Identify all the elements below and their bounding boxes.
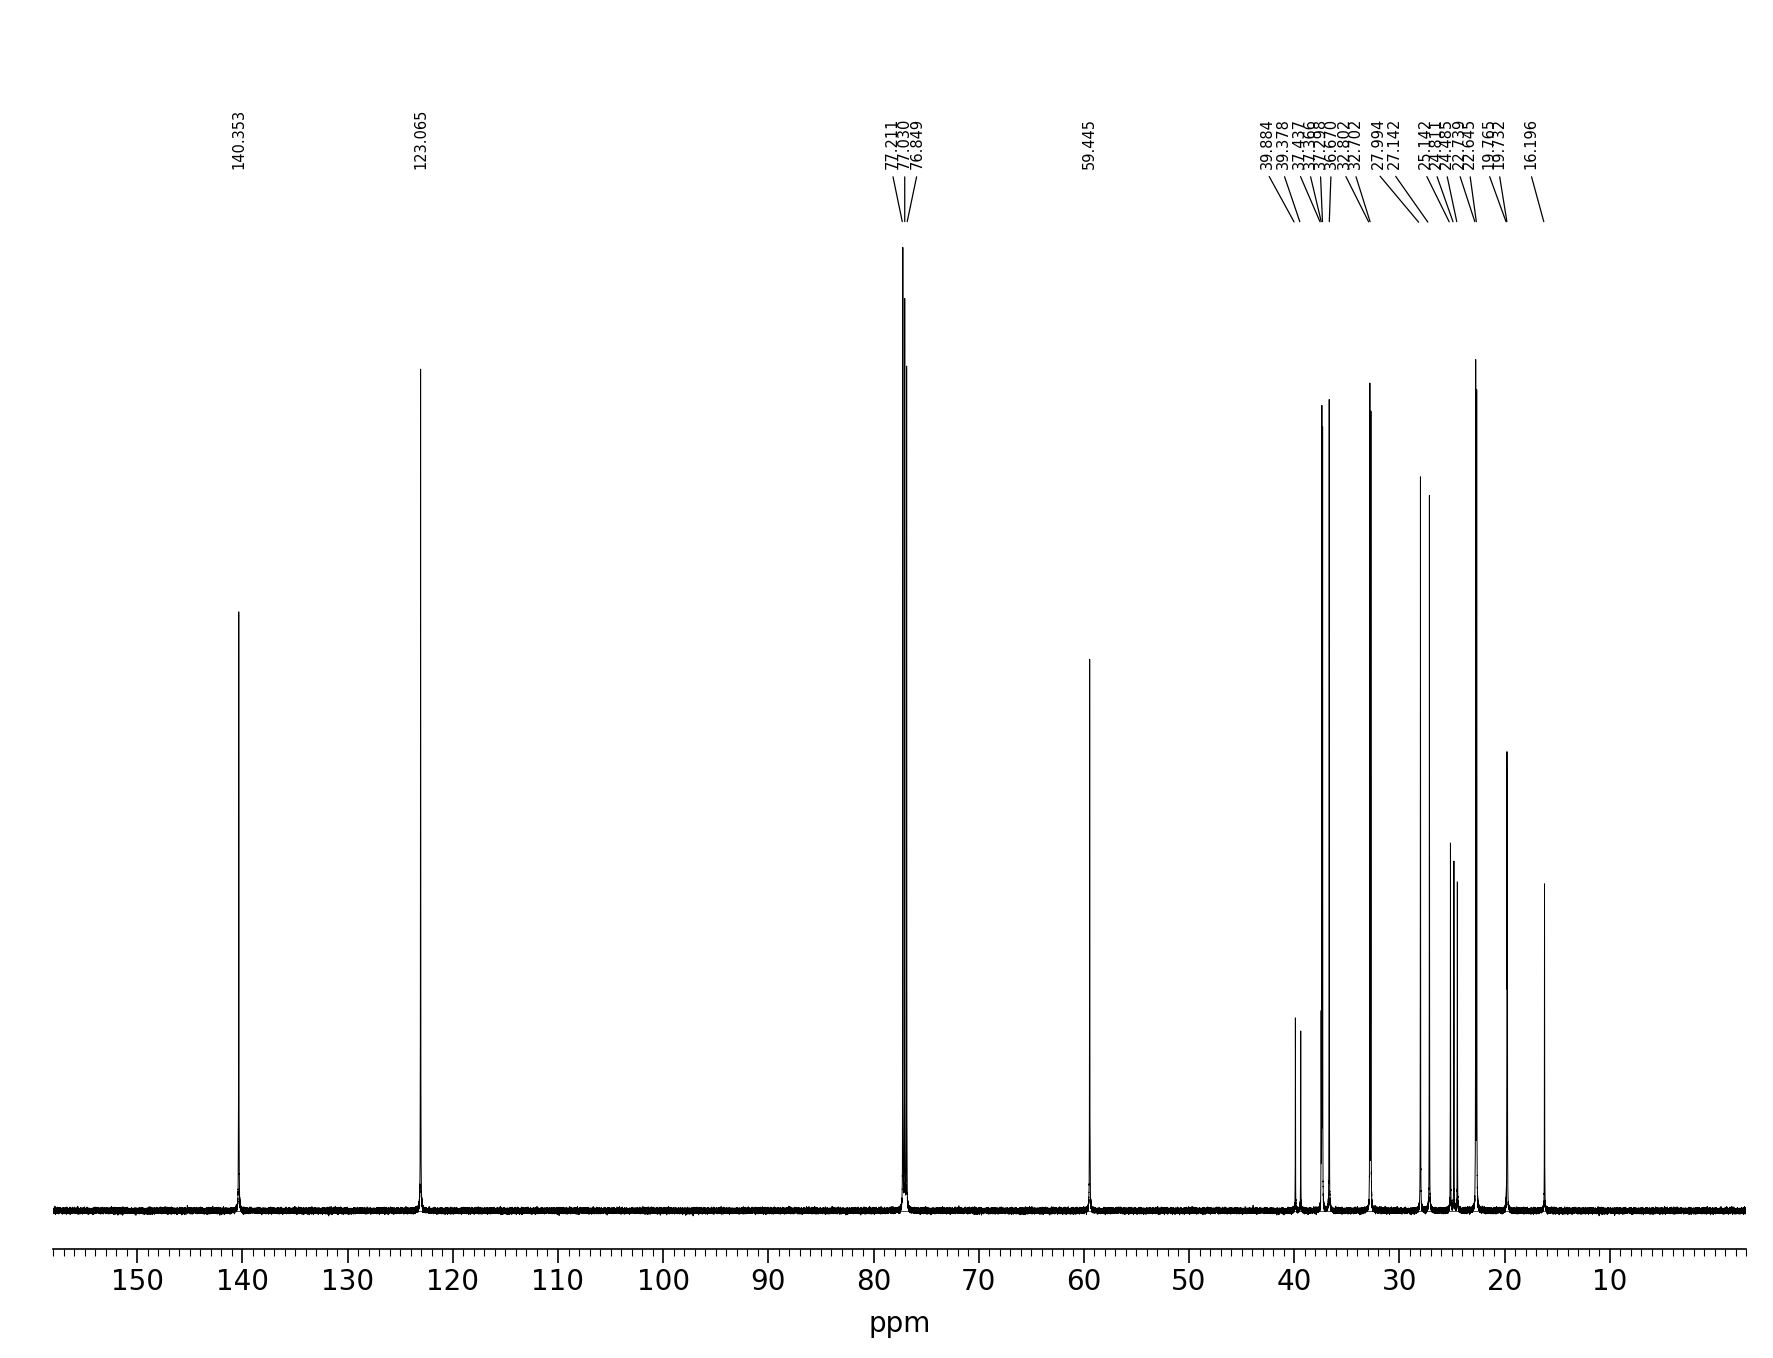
Text: 32.702: 32.702	[1347, 118, 1363, 170]
Text: 25.142: 25.142	[1418, 118, 1433, 170]
Text: 77.030: 77.030	[897, 118, 913, 170]
Text: 19.765: 19.765	[1480, 118, 1496, 170]
Text: 39.884: 39.884	[1261, 118, 1275, 170]
Text: 22.645: 22.645	[1463, 118, 1477, 170]
Text: 77.211: 77.211	[885, 118, 901, 170]
Text: 37.298: 37.298	[1314, 118, 1328, 170]
Text: 39.378: 39.378	[1277, 118, 1291, 170]
Text: 27.142: 27.142	[1386, 118, 1402, 170]
Text: 27.994: 27.994	[1371, 118, 1386, 170]
Text: 16.196: 16.196	[1523, 118, 1539, 170]
Text: 36.670: 36.670	[1323, 118, 1339, 170]
Text: 37.437: 37.437	[1293, 118, 1307, 170]
Text: 19.732: 19.732	[1491, 118, 1507, 170]
Text: 24.485: 24.485	[1440, 118, 1454, 170]
Text: 59.445: 59.445	[1082, 118, 1097, 170]
Text: 76.849: 76.849	[910, 118, 926, 170]
Text: 22.739: 22.739	[1452, 118, 1466, 170]
Text: 24.811: 24.811	[1429, 118, 1443, 170]
Text: 123.065: 123.065	[413, 109, 427, 170]
X-axis label: ppm: ppm	[869, 1310, 931, 1338]
Text: 32.802: 32.802	[1337, 118, 1353, 170]
Text: 37.366: 37.366	[1303, 118, 1317, 170]
Text: 140.353: 140.353	[230, 109, 246, 170]
